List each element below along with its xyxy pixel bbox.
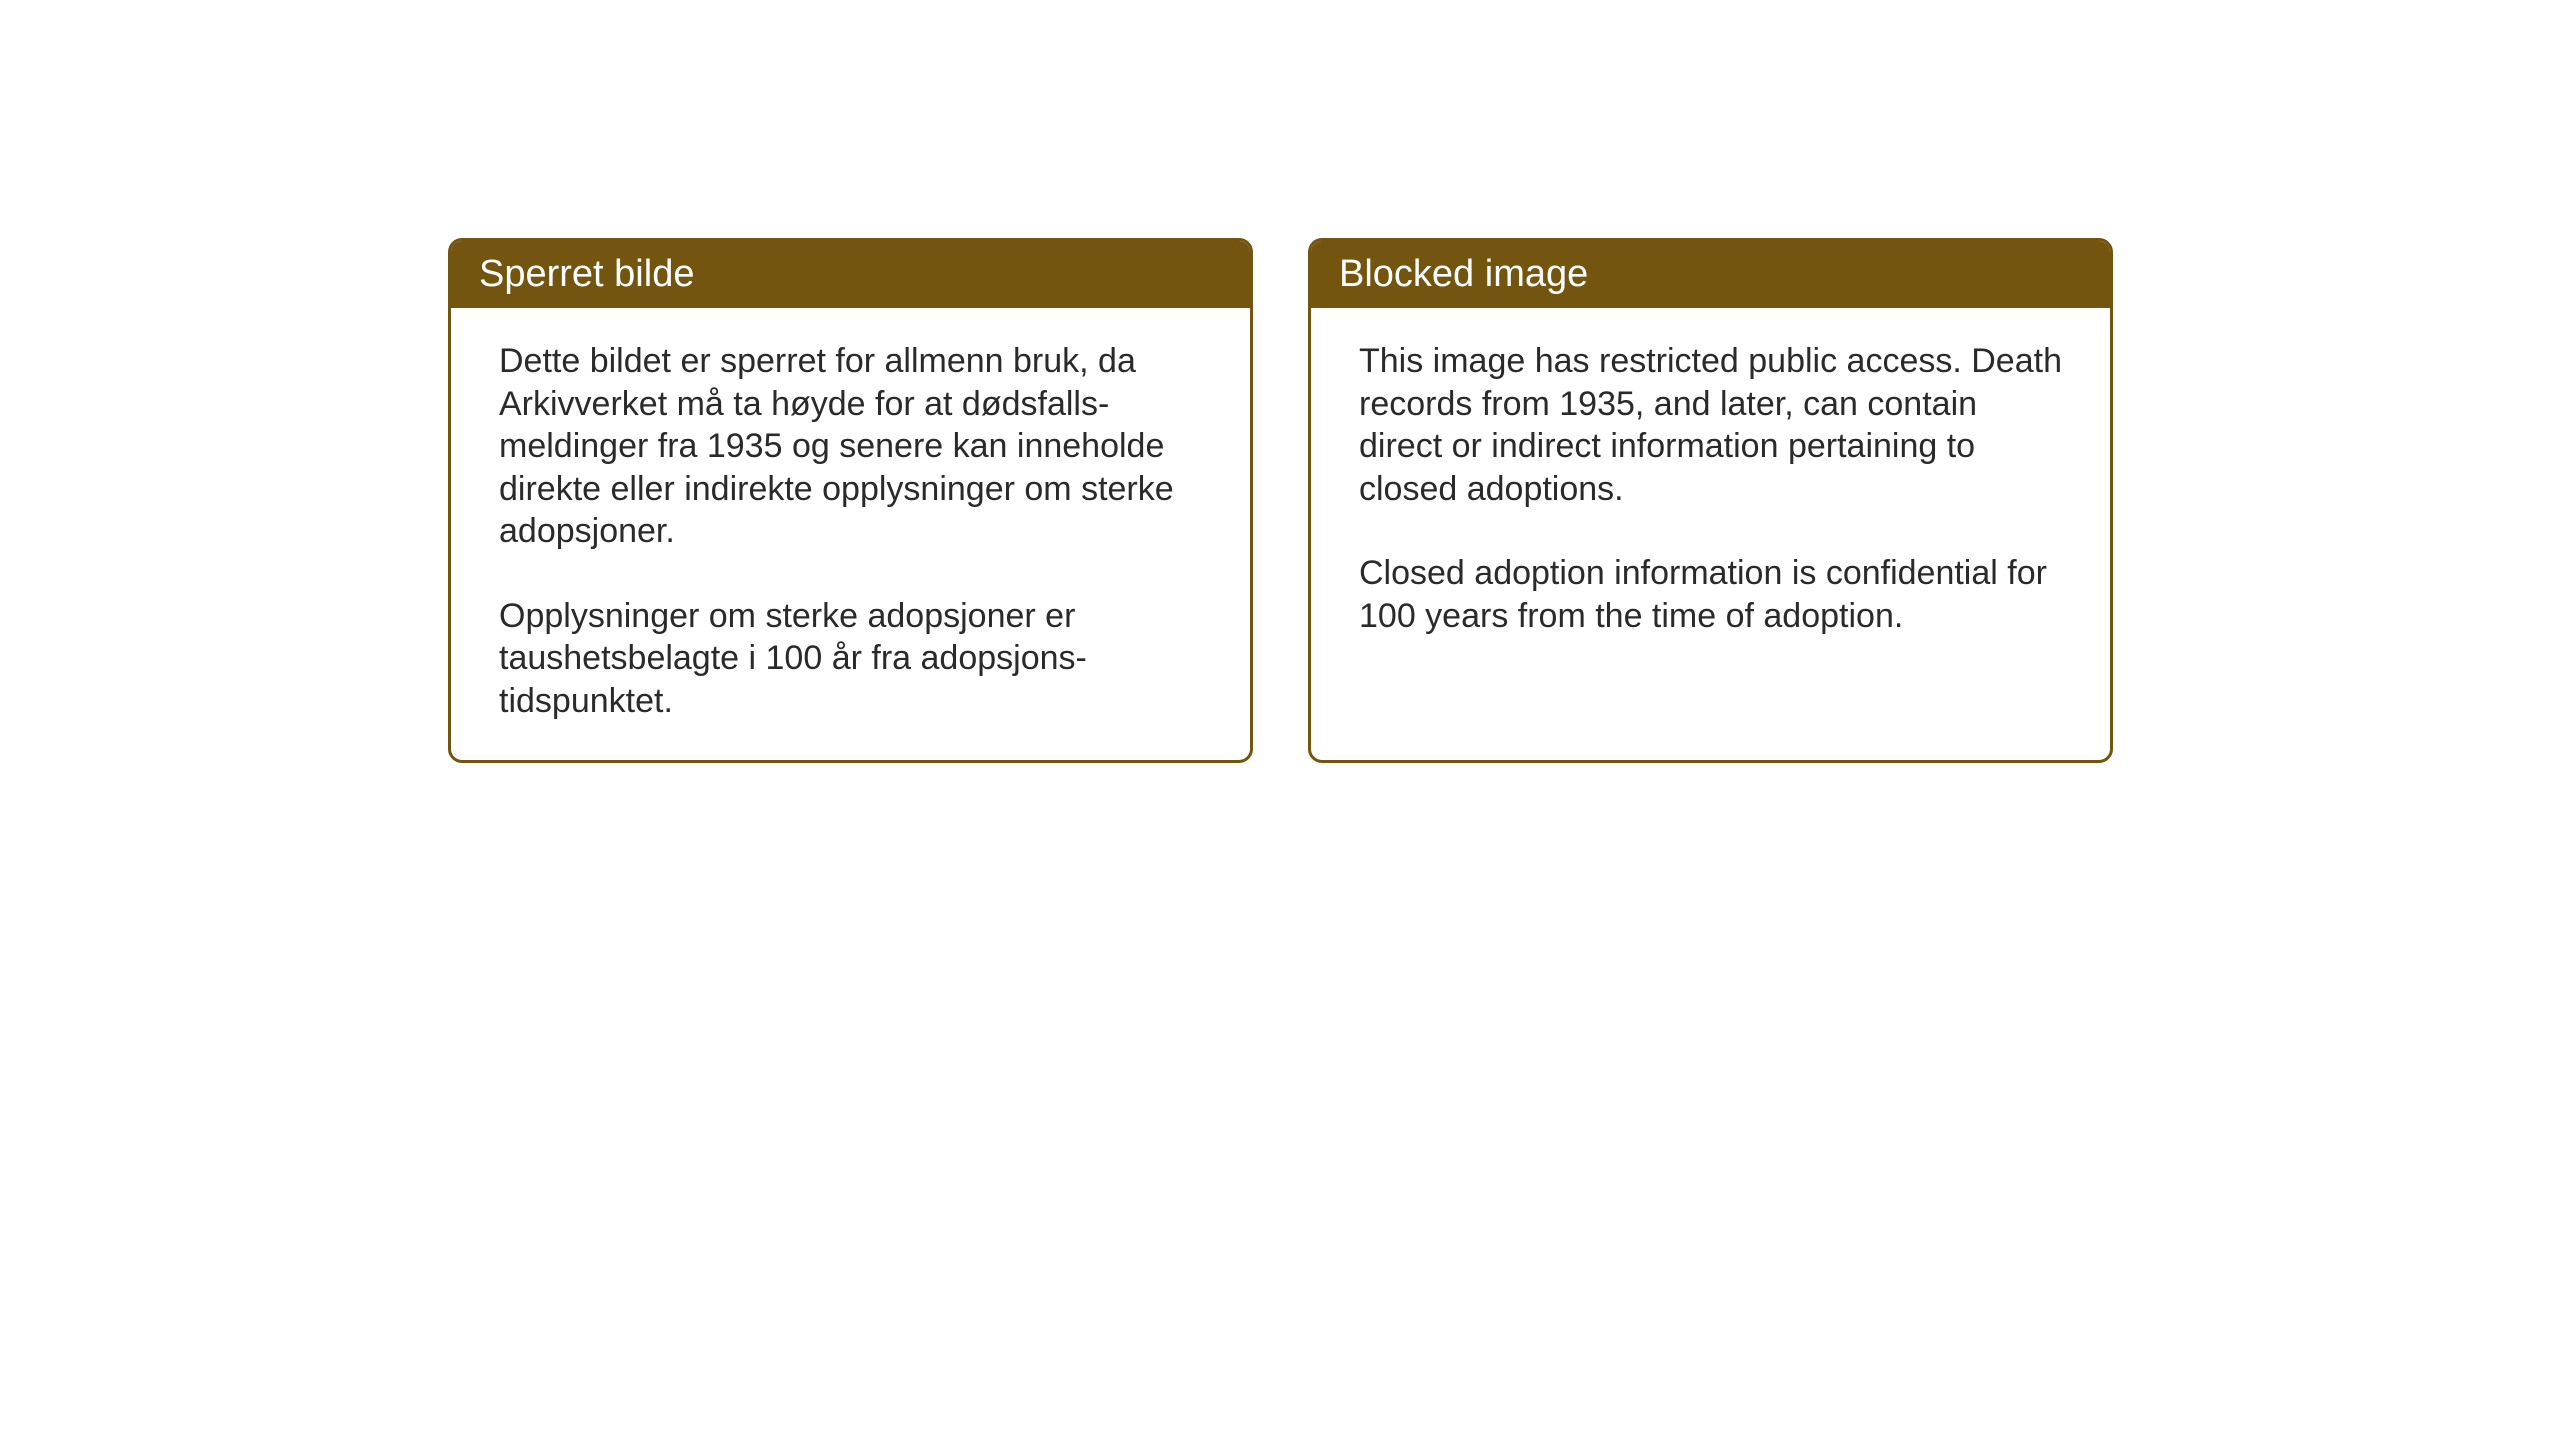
notice-cards-container: Sperret bilde Dette bildet er sperret fo… (448, 238, 2113, 763)
norwegian-card-body: Dette bildet er sperret for allmenn bruk… (451, 308, 1250, 760)
norwegian-card-title: Sperret bilde (451, 241, 1250, 308)
english-notice-card: Blocked image This image has restricted … (1308, 238, 2113, 763)
english-paragraph-1: This image has restricted public access.… (1359, 340, 2062, 510)
english-card-body: This image has restricted public access.… (1311, 308, 2110, 738)
english-card-title: Blocked image (1311, 241, 2110, 308)
norwegian-paragraph-1: Dette bildet er sperret for allmenn bruk… (499, 340, 1202, 553)
english-paragraph-2: Closed adoption information is confident… (1359, 552, 2062, 637)
norwegian-paragraph-2: Opplysninger om sterke adopsjoner er tau… (499, 595, 1202, 723)
norwegian-notice-card: Sperret bilde Dette bildet er sperret fo… (448, 238, 1253, 763)
